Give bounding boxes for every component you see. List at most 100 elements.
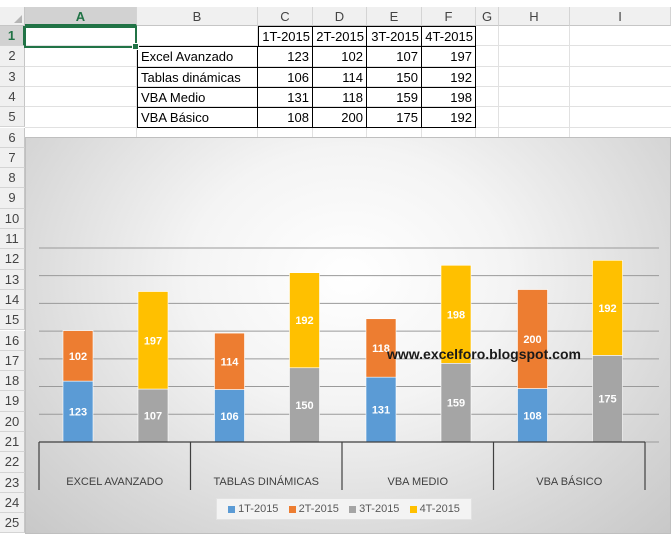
row-header-3[interactable]: 3 bbox=[0, 66, 25, 87]
table-cell[interactable]: 159 bbox=[367, 87, 422, 109]
header-cell-e1[interactable]: 3T-2015 bbox=[371, 29, 419, 44]
legend-item[interactable]: 2T-2015 bbox=[288, 503, 339, 515]
table-cell[interactable]: 192 bbox=[422, 67, 476, 88]
table-cell[interactable]: 118 bbox=[313, 87, 367, 109]
table-cell[interactable]: 131 bbox=[258, 87, 313, 109]
legend-item[interactable]: 1T-2015 bbox=[228, 503, 278, 515]
table-row-label[interactable]: Tablas dinámicas bbox=[137, 67, 258, 88]
data-label: 159 bbox=[447, 398, 465, 410]
data-label: 123 bbox=[69, 407, 87, 419]
data-label: 106 bbox=[220, 411, 238, 423]
table-cell[interactable]: 108 bbox=[258, 108, 313, 129]
data-label: 107 bbox=[144, 411, 162, 423]
data-label: 192 bbox=[295, 315, 313, 327]
row-header-21[interactable]: 21 bbox=[0, 432, 25, 453]
legend-item[interactable]: 3T-2015 bbox=[349, 503, 399, 515]
row-header-19[interactable]: 19 bbox=[0, 391, 25, 412]
row-gridline bbox=[25, 106, 671, 108]
row-header-8[interactable]: 8 bbox=[0, 168, 25, 189]
legend-swatch bbox=[228, 505, 236, 513]
column-header-e[interactable]: E bbox=[367, 7, 422, 26]
column-header-f[interactable]: F bbox=[422, 7, 476, 26]
bar-4t-2015-3 bbox=[440, 264, 472, 364]
row-header-14[interactable]: 14 bbox=[0, 289, 25, 311]
column-header-d[interactable]: D bbox=[313, 7, 367, 26]
header-cell-f1[interactable]: 4T-2015 bbox=[425, 29, 473, 44]
table-row-label[interactable]: Excel Avanzado bbox=[137, 47, 258, 68]
legend-swatch bbox=[288, 505, 296, 513]
data-label: 192 bbox=[598, 303, 616, 315]
bar-2t-2015-2 bbox=[214, 332, 245, 390]
column-header-h[interactable]: H bbox=[499, 7, 570, 26]
table-cell[interactable]: 102 bbox=[313, 47, 367, 68]
header-cell-d1[interactable]: 2T-2015 bbox=[316, 29, 364, 44]
table-cell[interactable]: 175 bbox=[367, 108, 422, 129]
table-cell[interactable]: 192 bbox=[422, 108, 476, 129]
row-header-6[interactable]: 6 bbox=[0, 127, 25, 148]
column-header-a[interactable]: A bbox=[25, 7, 137, 26]
row-header-18[interactable]: 18 bbox=[0, 371, 25, 392]
data-label: 175 bbox=[598, 394, 616, 406]
legend-label: 1T-2015 bbox=[238, 503, 279, 515]
row-header-9[interactable]: 9 bbox=[0, 188, 25, 209]
column-header-c[interactable]: C bbox=[258, 7, 313, 26]
row-gridline bbox=[25, 126, 671, 128]
row-header-22[interactable]: 22 bbox=[0, 452, 25, 473]
row-header-23[interactable]: 23 bbox=[0, 472, 25, 493]
table-cell[interactable]: 200 bbox=[313, 108, 367, 129]
row-header-7[interactable]: 7 bbox=[0, 147, 25, 169]
bar-4t-2015-4 bbox=[592, 260, 623, 356]
bar-3t-2015-1 bbox=[137, 388, 169, 443]
row-header-11[interactable]: 11 bbox=[0, 229, 25, 250]
data-label: 131 bbox=[372, 405, 390, 417]
row-header-10[interactable]: 10 bbox=[0, 208, 25, 229]
column-header-i[interactable]: I bbox=[570, 7, 671, 26]
row-header-13[interactable]: 13 bbox=[0, 269, 25, 290]
table-header-divider bbox=[312, 26, 313, 47]
row-header-16[interactable]: 16 bbox=[0, 330, 25, 351]
bar-1t-2015-1 bbox=[62, 380, 94, 443]
row-header-1[interactable]: 1 bbox=[0, 26, 25, 47]
header-cell-c1[interactable]: 1T-2015 bbox=[262, 29, 310, 44]
row-header-2[interactable]: 2 bbox=[0, 46, 25, 67]
table-cell[interactable]: 198 bbox=[422, 87, 476, 109]
legend-label: 3T-2015 bbox=[359, 503, 400, 515]
data-label: 118 bbox=[372, 343, 390, 355]
stacked-column-chart[interactable]: 123 102 107 197 EXCEL AVANZADO 106 114 150 192 TA… bbox=[25, 137, 671, 534]
category-label: VBA BÁSICO bbox=[536, 475, 602, 488]
bar-2t-2015-1 bbox=[62, 330, 94, 382]
row-header-4[interactable]: 4 bbox=[0, 86, 25, 108]
category-label: EXCEL AVANZADO bbox=[66, 476, 163, 488]
row-header-25[interactable]: 25 bbox=[0, 513, 25, 534]
column-header-b[interactable]: B bbox=[137, 7, 258, 26]
bar-4t-2015-2 bbox=[289, 272, 320, 369]
row-header-12[interactable]: 12 bbox=[0, 249, 25, 270]
table-cell[interactable]: 150 bbox=[367, 67, 422, 88]
table-cell[interactable]: 114 bbox=[313, 67, 367, 88]
table-row-label[interactable]: VBA Medio bbox=[137, 87, 258, 109]
row-header-20[interactable]: 20 bbox=[0, 411, 25, 432]
table-cell[interactable]: 107 bbox=[367, 47, 422, 68]
bar-4t-2015-1 bbox=[137, 291, 169, 390]
column-header-g[interactable]: G bbox=[476, 7, 499, 26]
legend-swatch bbox=[409, 505, 417, 513]
legend-item[interactable]: 4T-2015 bbox=[409, 503, 460, 515]
chart-plot: 123 102 107 197 EXCEL AVANZADO 106 114 150 192 TA… bbox=[38, 247, 659, 490]
data-label: 114 bbox=[221, 356, 240, 368]
select-all-corner[interactable] bbox=[0, 7, 25, 26]
chart-legend[interactable]: 1T-2015 2T-2015 3T-2015 4T-2015 bbox=[216, 498, 472, 520]
row-header-17[interactable]: 17 bbox=[0, 350, 25, 372]
data-label: 197 bbox=[144, 335, 162, 347]
active-cell-a1[interactable] bbox=[24, 26, 139, 50]
data-label: 200 bbox=[523, 334, 541, 346]
table-cell[interactable]: 197 bbox=[422, 47, 476, 68]
row-header-24[interactable]: 24 bbox=[0, 492, 25, 514]
row-header-15[interactable]: 15 bbox=[0, 310, 25, 331]
bar-3t-2015-2 bbox=[289, 367, 320, 443]
table-cell[interactable]: 123 bbox=[258, 47, 313, 68]
table-cell[interactable]: 106 bbox=[258, 67, 313, 88]
row-gridline bbox=[25, 45, 671, 47]
row-header-5[interactable]: 5 bbox=[0, 107, 25, 128]
table-row-label[interactable]: VBA Básico bbox=[137, 108, 258, 129]
